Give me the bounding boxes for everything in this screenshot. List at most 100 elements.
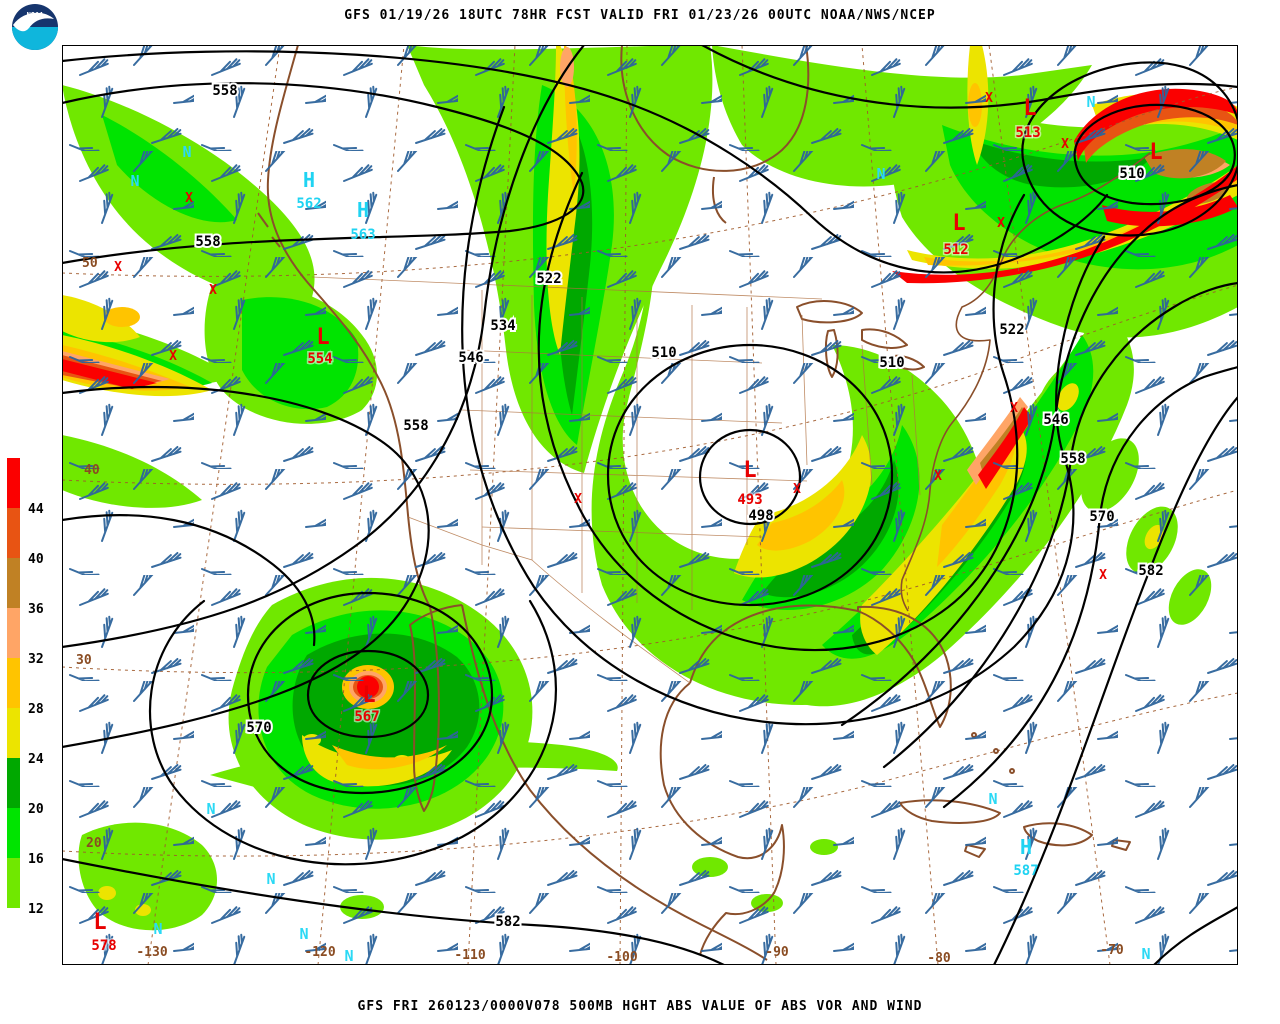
high-value: 587 [1013,863,1038,879]
vort-max-mark: X [209,283,217,298]
n-mark: N [876,165,885,183]
n-mark: N [266,870,275,888]
low-value: 493 [737,492,762,508]
vort-max-mark: X [1061,137,1069,152]
colorbar-tick: 16 [28,852,44,867]
colorbar-tick: 36 [28,602,44,617]
n-mark: N [1086,93,1095,111]
lat-label: 30 [76,653,92,668]
low-value: 578 [91,938,116,954]
low-value: 567 [354,709,379,725]
low-value: 513 [1015,125,1040,141]
vort-max-mark: X [985,91,993,106]
lat-label: 20 [86,836,102,851]
height-contour-labels: 558 558 522 534 546 558 510 498 510 522 … [193,81,1165,932]
vort-max-mark: X [793,482,801,497]
vort-max-marks: X X X X X X X X X X X X [114,91,1107,583]
colorbar-segment [7,658,20,708]
contour-label: 570 [246,720,271,736]
height-contours [62,45,1238,965]
n-mark: N [1141,945,1150,963]
lon-label: -70 [1100,943,1124,958]
colorbar-tick: 32 [28,652,44,667]
noaa-logo: NOAA [12,4,58,50]
contour-label: 534 [490,318,515,334]
vorticity-colorbar: 44 40 36 32 28 24 20 16 12 [7,458,47,958]
high-value: 563 [350,227,375,243]
vort-max-mark: X [1010,401,1018,416]
lon-label: -80 [927,951,951,965]
noaa-logo-bird [13,12,54,32]
lat-label: 40 [84,463,100,478]
high-center-markers: H 562 H 563 H 587 [296,168,1038,879]
colorbar-tick: 40 [28,552,44,567]
colorbar-segment [7,758,20,808]
graticule-labels: 50 40 30 20 -130 -120 -110 -100 -90 -80 … [76,256,1124,965]
n-mark: N [182,143,191,161]
vort-max-mark: X [185,191,193,206]
n-mark: N [206,800,215,818]
contour-label: 510 [879,355,904,371]
colorbar-segment [7,558,20,608]
colorbar-segment [7,808,20,858]
chart-caption: GFS FRI 260123/0000V078 500MB HGHT ABS V… [357,999,923,1014]
chart-title: GFS 01/19/26 18UTC 78HR FCST VALID FRI 0… [344,8,936,23]
wind-barb-field [62,45,1238,965]
n-mark: N [988,790,997,808]
vort-max-mark: X [574,492,582,507]
colorbar-tick: 20 [28,802,44,817]
colorbar-segment [7,908,20,958]
colorbar-tick: 12 [28,902,44,917]
forecast-map: 558 558 522 534 546 558 510 498 510 522 … [62,45,1238,965]
low-marker: L [1023,96,1036,121]
low-marker: L [743,458,756,483]
contour-label: 522 [999,322,1024,338]
high-marker: H [1020,835,1032,859]
vort-max-mark: X [114,260,122,275]
n-marks: N N N N N N N N N N N [130,93,1150,965]
high-marker: H [303,168,315,192]
vort-max-mark: X [169,349,177,364]
n-mark: N [299,925,308,943]
lon-label: -110 [454,948,485,963]
contour-label: 558 [212,83,237,99]
contour-label: 510 [651,345,676,361]
contour-label: 510 [1119,166,1144,182]
low-value: 554 [307,351,332,367]
low-marker: L [1149,140,1162,165]
lon-label: -90 [765,945,789,960]
high-marker: H [357,198,369,222]
vort-max-mark: X [1099,568,1107,583]
vort-max-mark: X [997,216,1005,231]
low-marker: L [93,910,106,935]
vort-max-mark: X [934,469,942,484]
n-mark: N [130,172,139,190]
colorbar-tick: 44 [28,502,44,517]
low-center-markers: L 493 L 513 L 512 L 554 L 567 L 578 L [90,96,1163,956]
lon-label: -100 [606,950,637,965]
contour-label: 522 [536,271,561,287]
colorbar-segment [7,458,20,508]
colorbar-tick: 28 [28,702,44,717]
n-mark: N [344,947,353,965]
contour-label: 558 [195,234,220,250]
colorbar-segment [7,608,20,658]
low-value: 512 [943,242,968,258]
contour-label: 558 [1060,451,1085,467]
low-marker: L [952,211,965,236]
noaa-logo-text: NOAA [27,11,45,19]
n-mark: N [153,920,162,938]
map-border [62,45,1238,965]
colorbar-segment [7,858,20,908]
contour-label: 582 [495,914,520,930]
low-marker: L [362,683,375,708]
lon-label: -130 [136,945,167,960]
colorbar-segment [7,708,20,758]
high-value: 562 [296,196,321,212]
contour-label: 570 [1089,509,1114,525]
low-marker: L [316,325,329,350]
contour-label: 546 [458,350,483,366]
contour-label: 498 [748,508,773,524]
colorbar-segment [7,508,20,558]
